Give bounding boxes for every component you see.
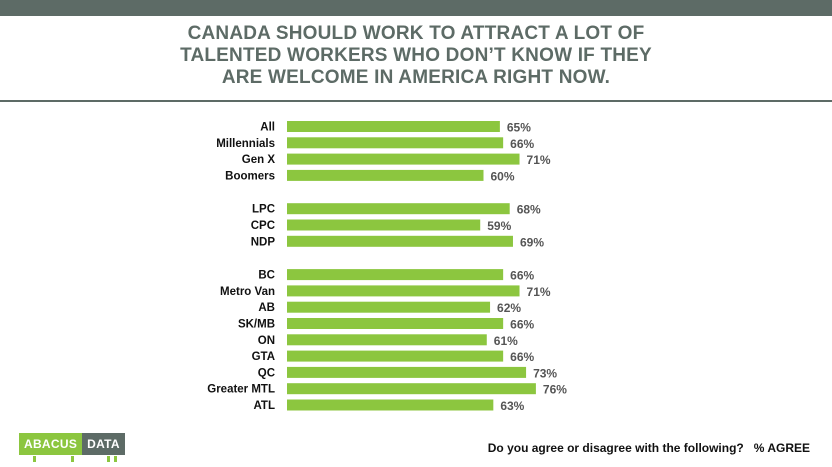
value-label: 61%	[494, 334, 518, 348]
abacus-data-logo: ABACUS DATA	[19, 433, 125, 455]
value-label: 68%	[517, 203, 541, 217]
chart-title-line-1: CANADA SHOULD WORK TO ATTRACT A LOT OF	[187, 23, 645, 44]
category-label: AB	[258, 302, 275, 314]
value-label: 59%	[487, 219, 511, 233]
chart-title: CANADA SHOULD WORK TO ATTRACT A LOT OF T…	[0, 23, 832, 89]
footer-measure: % AGREE	[753, 441, 810, 455]
logo-part-1: ABACUS	[19, 433, 83, 455]
bar	[287, 285, 520, 297]
value-label: 66%	[510, 137, 534, 151]
value-label: 62%	[497, 301, 521, 315]
bar	[287, 383, 536, 395]
category-label: Millennials	[216, 138, 275, 150]
bar-chart: All 65% Millennials 66% Gen X 71% Boomers 60% LP…	[207, 121, 567, 414]
category-label: All	[260, 122, 275, 134]
category-label: QC	[258, 367, 275, 379]
header-band	[0, 0, 832, 16]
bar	[287, 301, 491, 313]
value-label: 73%	[533, 366, 557, 380]
category-label: BC	[258, 270, 275, 282]
footer-note: Do you agree or disagree with the follow…	[488, 441, 810, 455]
bar	[287, 366, 527, 378]
bar	[287, 399, 494, 411]
chart-title-line-3: ARE WELCOME IN AMERICA RIGHT NOW.	[221, 67, 611, 88]
value-label: 71%	[527, 153, 551, 167]
value-label: 71%	[527, 285, 551, 299]
category-label: LPC	[252, 204, 275, 216]
bar	[287, 334, 487, 346]
bar	[287, 121, 500, 132]
bar	[287, 219, 481, 231]
value-label: 76%	[543, 383, 567, 397]
bar	[287, 203, 510, 215]
bar	[287, 269, 504, 281]
category-label: Greater MTL	[207, 384, 275, 396]
title-divider	[0, 100, 832, 102]
category-label: Metro Van	[220, 286, 275, 298]
logo-part-2: DATA	[82, 433, 125, 455]
category-label: ON	[258, 335, 275, 347]
value-label: 66%	[510, 350, 534, 364]
value-label: 69%	[520, 235, 544, 249]
footer-question: Do you agree or disagree with the follow…	[487, 441, 744, 455]
category-label: Gen X	[242, 154, 276, 166]
bar	[287, 350, 504, 362]
logo-tick-marks	[19, 456, 134, 462]
bar	[287, 137, 504, 149]
value-label: 66%	[510, 318, 534, 332]
category-label: CPC	[251, 220, 275, 232]
category-label: SK/MB	[238, 319, 275, 331]
category-label: Boomers	[225, 170, 275, 182]
category-label: ATL	[253, 400, 275, 412]
value-label: 63%	[500, 399, 524, 413]
bar	[287, 235, 513, 247]
value-label: 60%	[491, 169, 515, 183]
category-label: NDP	[251, 236, 276, 248]
category-label: GTA	[252, 351, 275, 363]
bar	[287, 153, 520, 165]
bar	[287, 318, 504, 329]
value-label: 66%	[510, 269, 534, 283]
bar	[287, 169, 484, 181]
chart-title-line-2: TALENTED WORKERS WHO DON’T KNOW IF THEY	[180, 45, 652, 66]
value-label: 65%	[507, 121, 531, 135]
